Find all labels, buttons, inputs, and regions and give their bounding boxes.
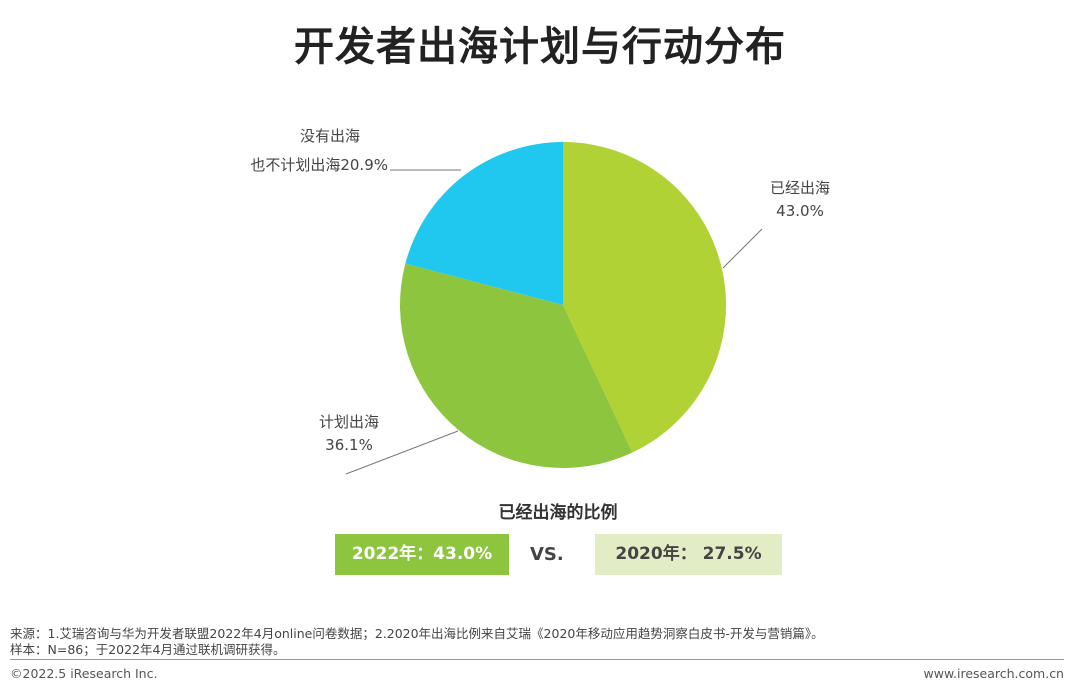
footer-copyright: ©2022.5 iResearch Inc. [10, 666, 158, 681]
footnote-sample: 样本：N=86；于2022年4月通过联机调研获得。 [10, 642, 286, 657]
slice-label-overseas-name: 已经出海 [770, 179, 830, 197]
pie-slice-overseas [563, 142, 727, 453]
slice-label-none-name: 没有出海 [300, 127, 360, 145]
pie-slice-planning [400, 263, 633, 469]
comparison-vs: VS. [530, 544, 564, 565]
leader-line-overseas [722, 228, 763, 269]
slice-label-planning-name: 计划出海 [319, 413, 379, 431]
comparison-2022-box: 2022年：43.0% [335, 534, 509, 575]
slice-label-planning-value: 36.1% [325, 436, 373, 454]
comparison-title: 已经出海的比例 [498, 503, 618, 523]
footer-website: www.iresearch.com.cn [923, 666, 1065, 681]
footnote-source: 来源：1.艾瑞咨询与华为开发者联盟2022年4月online问卷数据；2.202… [10, 626, 824, 641]
slice-label-none-value: 也不计划出海20.9% [250, 156, 388, 174]
slice-label-overseas-value: 43.0% [776, 202, 824, 220]
chart-title: 开发者出海计划与行动分布 [294, 24, 786, 70]
footer-divider [10, 659, 1064, 660]
pie-chart: 已经出海 43.0% 计划出海 36.1% 没有出海 也不计划出海20.9% [250, 127, 830, 475]
leader-line-planning [345, 430, 459, 475]
pie-slice-none [405, 142, 563, 305]
comparison-2020-box: 2020年： 27.5% [595, 534, 782, 575]
